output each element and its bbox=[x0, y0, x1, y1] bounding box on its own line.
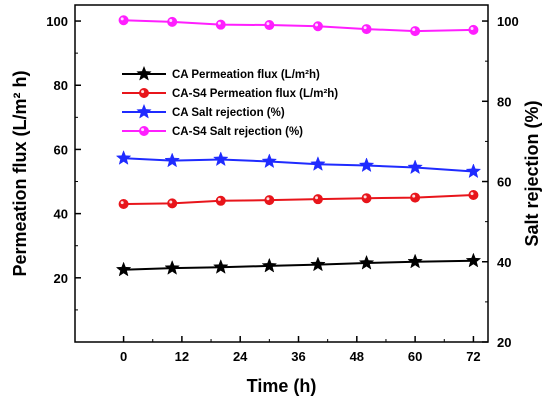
series-3-point bbox=[167, 16, 178, 27]
series-2-point bbox=[407, 159, 423, 175]
legend-marker bbox=[136, 65, 152, 81]
series-2-point bbox=[212, 151, 229, 167]
series-2-point bbox=[261, 153, 278, 169]
series-1-point bbox=[468, 190, 479, 201]
legend-label: CA Permeation flux (L/m²h) bbox=[172, 69, 320, 81]
series-0-point bbox=[358, 254, 375, 270]
right-y-tick-label: 20 bbox=[497, 335, 511, 350]
series-1-point bbox=[264, 195, 275, 206]
left-y-tick-label: 60 bbox=[54, 142, 68, 157]
series-1-point bbox=[361, 193, 372, 204]
x-tick-label: 0 bbox=[120, 349, 127, 364]
series-line-2 bbox=[123, 157, 474, 173]
series-1-point bbox=[410, 192, 421, 203]
series-line-0 bbox=[123, 259, 474, 271]
legend: CA Permeation flux (L/m²h) CA-S4 Permeati… bbox=[122, 65, 338, 138]
series-2-point bbox=[465, 163, 482, 179]
series-2-point bbox=[115, 150, 132, 165]
series-0-point bbox=[310, 256, 326, 272]
right-y-tick-label: 40 bbox=[497, 255, 511, 270]
series-line-3 bbox=[123, 19, 474, 33]
right-y-axis-title: Salt rejection (%) bbox=[522, 100, 542, 246]
series-0-point bbox=[465, 252, 482, 268]
x-tick-label: 60 bbox=[408, 349, 422, 364]
x-tick-label: 36 bbox=[291, 349, 305, 364]
left-y-axis: 20 40 60 80 100 bbox=[46, 14, 81, 311]
series-0-point bbox=[407, 253, 423, 269]
left-y-tick-label: 40 bbox=[54, 207, 68, 222]
right-y-tick-label: 80 bbox=[497, 94, 511, 109]
series-2-point bbox=[164, 152, 180, 168]
series-3-point bbox=[410, 26, 421, 37]
legend-label: CA-S4 Salt rejection (%) bbox=[172, 126, 303, 138]
series-line-1 bbox=[123, 194, 474, 205]
series-0-point bbox=[115, 261, 132, 277]
x-axis: 0 12 24 36 48 60 72 bbox=[120, 336, 481, 364]
right-y-tick-label: 60 bbox=[497, 175, 511, 190]
x-tick-label: 24 bbox=[233, 349, 248, 364]
series-0-point bbox=[212, 259, 229, 274]
series-0-point bbox=[164, 259, 180, 275]
x-tick-label: 12 bbox=[175, 349, 189, 364]
right-y-tick-label: 100 bbox=[497, 14, 519, 29]
series-1-point bbox=[118, 198, 129, 209]
plot-frame bbox=[74, 4, 489, 343]
legend-marker bbox=[138, 126, 149, 137]
series-3-point bbox=[118, 15, 129, 26]
legend-label: CA-S4 Permeation flux (L/m²h) bbox=[172, 88, 338, 100]
left-y-tick-label: 100 bbox=[46, 14, 68, 29]
series-1-point bbox=[167, 198, 178, 209]
series-0-point bbox=[261, 257, 278, 273]
series-2-point bbox=[310, 156, 326, 171]
series-1-point bbox=[312, 194, 323, 205]
series-3-point bbox=[361, 24, 372, 35]
series-2-point bbox=[358, 157, 375, 173]
legend-label: CA Salt rejection (%) bbox=[172, 107, 285, 119]
series-3-point bbox=[312, 21, 323, 32]
left-y-axis-title: Permeation flux (L/m² h) bbox=[10, 70, 30, 276]
x-tick-label: 48 bbox=[350, 349, 364, 364]
x-axis-title: Time (h) bbox=[247, 376, 317, 396]
left-y-tick-label: 80 bbox=[54, 78, 68, 93]
series-1-point bbox=[215, 195, 226, 206]
right-y-axis: 20 40 60 80 100 bbox=[482, 14, 519, 350]
series-3-point bbox=[215, 19, 226, 30]
legend-marker bbox=[136, 103, 152, 119]
x-tick-label: 72 bbox=[466, 349, 480, 364]
legend-marker bbox=[138, 88, 149, 99]
series-group bbox=[115, 15, 482, 277]
left-y-tick-label: 20 bbox=[54, 271, 68, 286]
series-3-point bbox=[468, 24, 479, 35]
series-3-point bbox=[264, 20, 275, 31]
